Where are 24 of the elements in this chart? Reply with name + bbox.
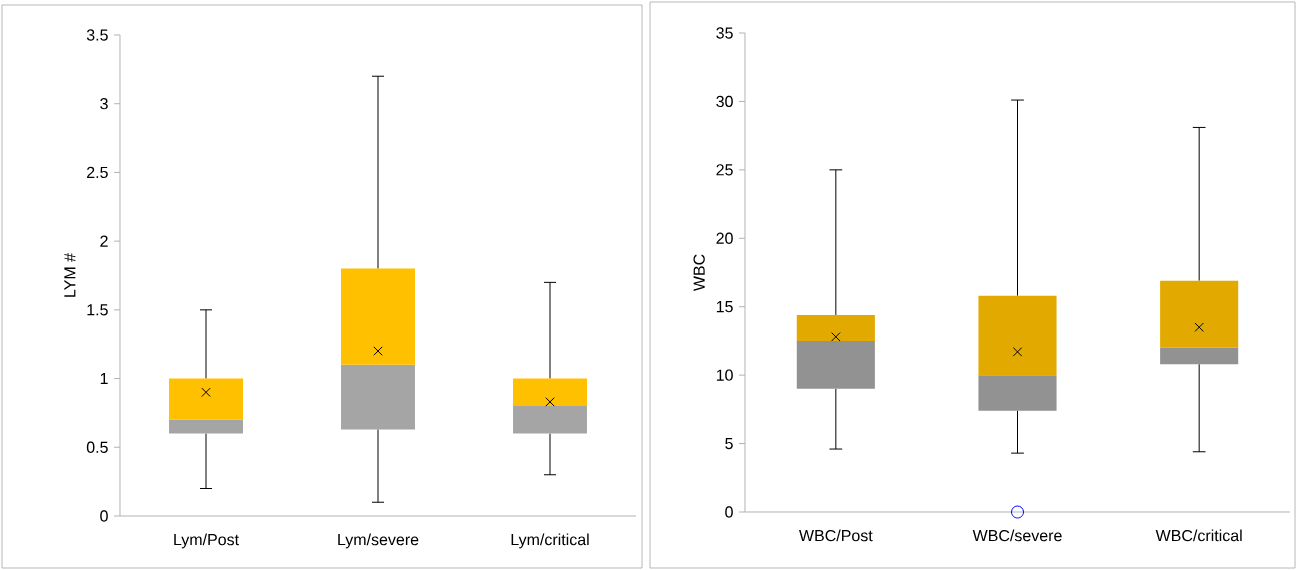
x-tick-label: WBC/severe xyxy=(972,529,1062,542)
y-tick-label: 0 xyxy=(100,510,108,522)
y-tick-label: 3 xyxy=(100,98,108,110)
y-tick-label: 10 xyxy=(716,369,733,381)
y-tick-label: 1 xyxy=(100,373,108,385)
y-tick-label: 2 xyxy=(100,235,108,247)
x-tick-label: Lym/severe xyxy=(338,533,419,549)
y-axis-title: WBC xyxy=(693,254,705,292)
y-tick-label: 0.5 xyxy=(86,441,108,453)
y-tick-label: 15 xyxy=(716,301,733,313)
y-tick-label: 0 xyxy=(725,506,733,518)
y-tick-label: 30 xyxy=(716,95,733,108)
x-tick-label: WBC/critical xyxy=(1155,529,1242,542)
y-tick-label: 2.5 xyxy=(87,166,108,179)
x-tick-label: WBC/Post xyxy=(799,529,873,542)
y-tick-label: 3.5 xyxy=(86,29,108,41)
y-tick-label: 5 xyxy=(725,437,733,450)
y-tick-label: 1.5 xyxy=(87,304,108,316)
x-tick-label: Lym/Post xyxy=(174,533,239,549)
y-tick-label: 25 xyxy=(716,164,733,176)
y-axis-title: LYM # xyxy=(64,253,76,297)
y-tick-label: 20 xyxy=(716,232,733,244)
x-tick-label: Lym/critical xyxy=(511,533,589,549)
y-tick-label: 35 xyxy=(716,27,733,39)
